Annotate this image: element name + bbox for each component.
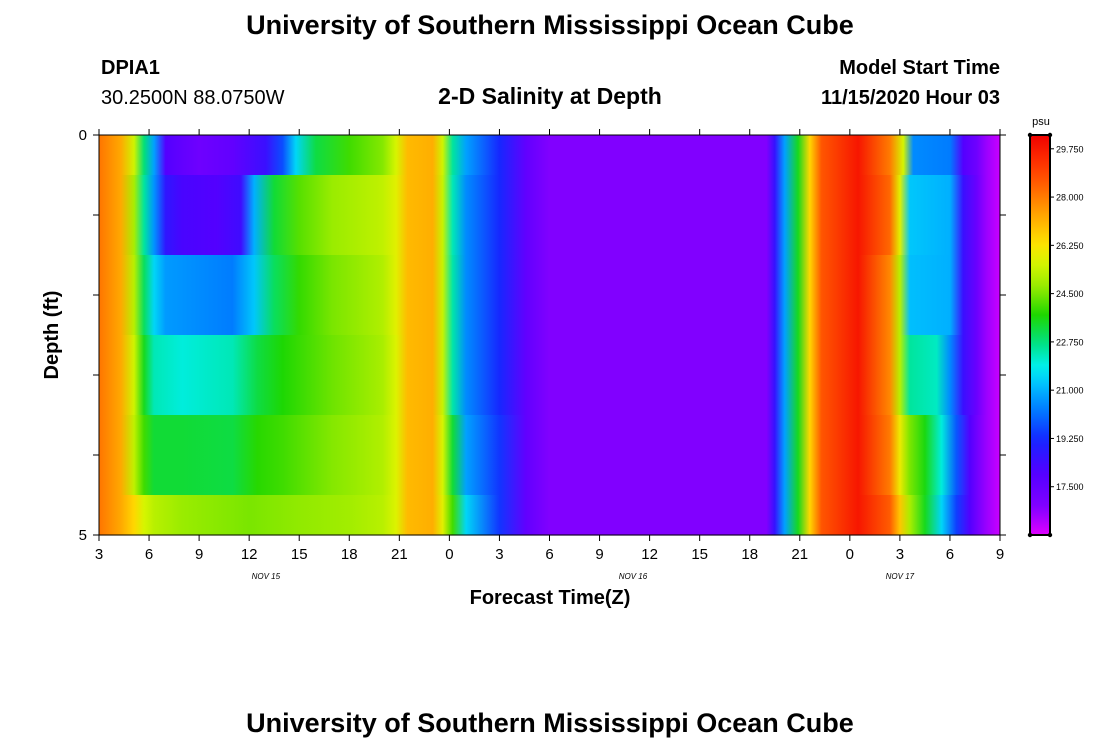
x-tick-label: 15 <box>691 546 708 563</box>
colorbar-label: 28.000 <box>1056 193 1084 203</box>
y-tick-label: 0 <box>79 127 87 144</box>
station-id: DPIA1 <box>101 57 160 79</box>
x-tick-label: 15 <box>291 546 308 563</box>
heatmap-layer <box>99 415 1000 496</box>
colorbar-corner <box>1047 132 1053 138</box>
date-label: NOV 16 <box>619 572 648 581</box>
x-tick-label: 9 <box>595 546 603 563</box>
x-tick-label: 6 <box>946 546 954 563</box>
model-start-label: Model Start Time <box>839 57 1000 79</box>
chart-title: 2-D Salinity at Depth <box>438 83 662 109</box>
x-tick-label: 3 <box>495 546 503 563</box>
x-tick-label: 6 <box>545 546 553 563</box>
x-tick-label: 9 <box>996 546 1004 563</box>
heatmap-layers <box>99 135 1000 536</box>
colorbar-label: 22.750 <box>1056 337 1084 347</box>
x-tick-label: 12 <box>241 546 258 563</box>
x-tick-label: 6 <box>145 546 153 563</box>
colorbar-label: 17.500 <box>1056 482 1084 492</box>
heatmap-layer <box>99 335 1000 416</box>
x-axis-label: Forecast Time(Z) <box>470 587 631 609</box>
colorbar-unit-label: psu <box>1032 116 1050 128</box>
x-tick-label: 18 <box>741 546 758 563</box>
colorbar-scale <box>1029 134 1051 536</box>
colorbar-label: 29.750 <box>1056 144 1084 154</box>
colorbar: 29.750 28.000 26.250 24.500 22.750 21.000 19.2… <box>1027 132 1084 538</box>
y-tick-label: 5 <box>79 527 87 544</box>
x-tick-label: 12 <box>641 546 658 563</box>
y-axis-label: Depth (ft) <box>41 291 63 380</box>
colorbar-corner <box>1027 532 1033 538</box>
colorbar-corner <box>1027 132 1033 138</box>
x-tick-label: 18 <box>341 546 358 563</box>
x-tick-label: 9 <box>195 546 203 563</box>
model-start-value: 11/15/2020 Hour 03 <box>820 87 1000 109</box>
page-title-top: University of Southern Mississippi Ocean… <box>246 10 854 40</box>
heatmap-layer <box>99 255 1000 336</box>
date-label: NOV 17 <box>886 572 915 581</box>
heatmap-layer <box>99 135 1000 176</box>
x-tick-label: 21 <box>391 546 408 563</box>
colorbar-label: 19.250 <box>1056 434 1084 444</box>
heatmap-layer <box>99 175 1000 256</box>
x-tick-label: 0 <box>846 546 854 563</box>
page-title-bottom: University of Southern Mississippi Ocean… <box>246 708 854 738</box>
heatmap-layer <box>99 495 1000 536</box>
date-label: NOV 15 <box>252 572 281 581</box>
x-tick-label: 21 <box>791 546 808 563</box>
colorbar-corner <box>1047 532 1053 538</box>
axes: 3 6 9 12 15 18 21 0 3 6 9 12 15 18 21 0 3 6 9 NOV 15 NOV 16 N… <box>79 127 1006 581</box>
colorbar-label: 26.250 <box>1056 241 1084 251</box>
station-coordinates: 30.2500N 88.0750W <box>101 87 285 109</box>
x-tick-label: 3 <box>896 546 904 563</box>
x-tick-label: 3 <box>95 546 103 563</box>
x-tick-label: 0 <box>445 546 453 563</box>
colorbar-label: 21.000 <box>1056 386 1084 396</box>
colorbar-label: 24.500 <box>1056 289 1084 299</box>
